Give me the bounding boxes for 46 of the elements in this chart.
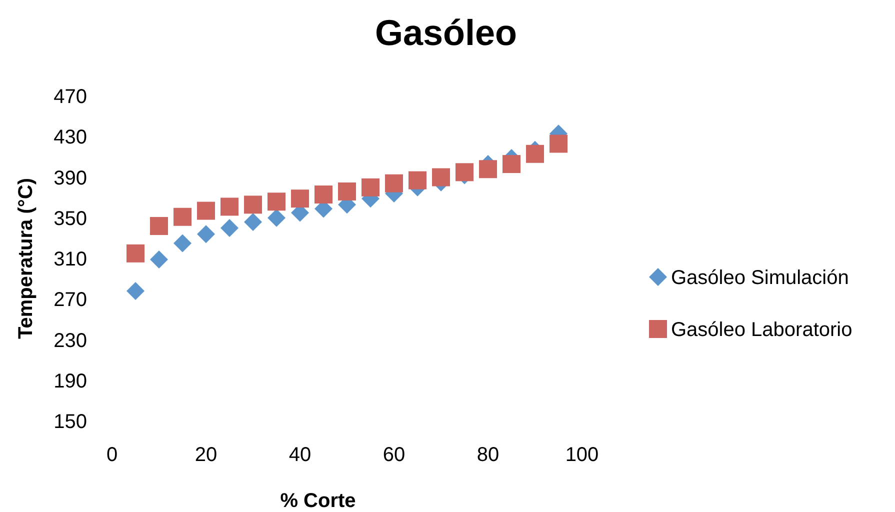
y-tick-label: 310 — [54, 248, 87, 270]
point — [197, 225, 215, 244]
y-tick-label: 230 — [54, 330, 87, 352]
y-axis-title: Temperatura (°C) — [15, 178, 37, 339]
point — [432, 168, 450, 186]
point — [268, 208, 286, 227]
point — [502, 155, 520, 174]
point — [244, 212, 262, 231]
point — [385, 174, 403, 192]
y-tick-label: 190 — [54, 370, 87, 392]
point — [526, 144, 544, 163]
point — [150, 250, 168, 269]
x-tick-label: 80 — [476, 444, 500, 466]
point — [126, 244, 144, 262]
point — [174, 208, 192, 226]
point — [126, 282, 144, 300]
y-tick-label: 470 — [54, 86, 87, 108]
y-tick-label: 270 — [54, 289, 87, 312]
x-tick-label: 100 — [565, 444, 599, 466]
point — [244, 196, 262, 214]
point — [338, 182, 356, 200]
legend-label: Gasóleo Laboratorio — [671, 319, 852, 341]
x-tick-label: 60 — [382, 444, 406, 466]
point — [220, 219, 238, 238]
point — [479, 160, 497, 178]
point — [550, 134, 568, 153]
point — [268, 192, 286, 211]
legend-label: Gasóleo Simulación — [671, 267, 849, 289]
chart-title: Gasóleo — [374, 12, 518, 53]
point — [197, 202, 215, 220]
y-tick-label: 390 — [54, 167, 87, 190]
point — [456, 163, 474, 182]
point — [408, 171, 426, 190]
y-tick-label: 350 — [54, 208, 87, 230]
x-tick-label: 40 — [288, 444, 312, 466]
point — [174, 234, 192, 252]
x-tick-label: 0 — [106, 444, 118, 466]
point — [291, 190, 309, 208]
point — [314, 186, 332, 204]
point — [220, 198, 238, 216]
x-tick-label: 20 — [194, 444, 218, 466]
point — [362, 178, 380, 196]
y-tick-label: 150 — [54, 411, 87, 433]
y-tick-label: 430 — [54, 126, 87, 149]
point — [150, 217, 168, 235]
x-axis-title: % Corte — [280, 490, 356, 512]
